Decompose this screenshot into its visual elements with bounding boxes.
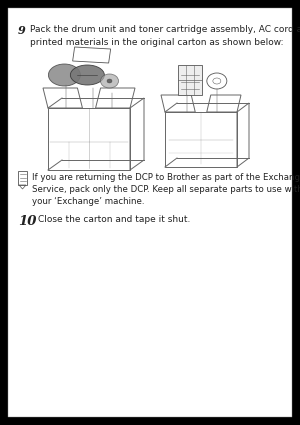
Text: If you are returning the DCP to Brother as part of the Exchange
Service, pack on: If you are returning the DCP to Brother … [32, 173, 300, 206]
Ellipse shape [107, 79, 112, 83]
Ellipse shape [48, 64, 80, 86]
Ellipse shape [100, 74, 118, 88]
Ellipse shape [70, 65, 104, 85]
Text: Close the carton and tape it shut.: Close the carton and tape it shut. [38, 215, 190, 224]
Text: Pack the drum unit and toner cartridge assembly, AC cord and
printed materials i: Pack the drum unit and toner cartridge a… [30, 25, 300, 46]
FancyBboxPatch shape [8, 8, 292, 417]
Text: 10: 10 [18, 215, 37, 228]
Text: 9: 9 [18, 25, 26, 36]
Bar [178, 65, 202, 95]
